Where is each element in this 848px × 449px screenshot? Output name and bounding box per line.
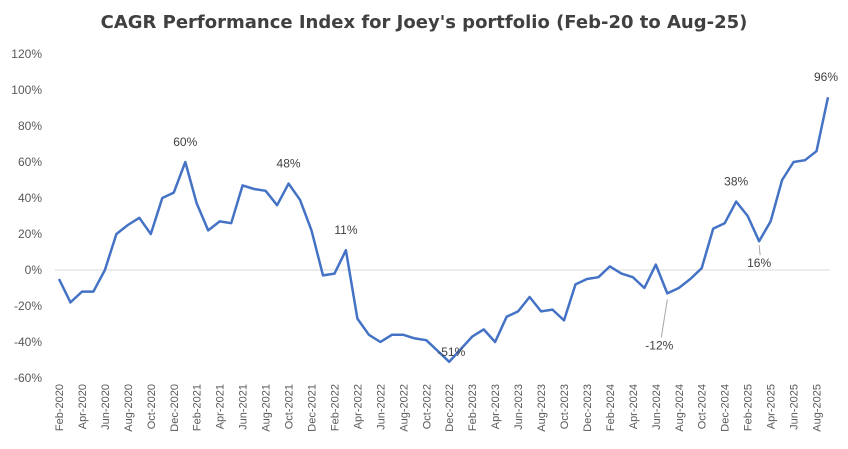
x-tick-label: Aug-2020 (123, 384, 135, 432)
x-tick-label: Feb-2021 (192, 384, 204, 431)
leader-line (660, 299, 668, 338)
data-label: -51% (437, 345, 465, 359)
data-label: 60% (173, 135, 197, 149)
x-tick-label: Dec-2022 (444, 384, 456, 432)
x-tick-label: Apr-2020 (77, 384, 89, 429)
y-tick-label: 40% (18, 191, 42, 205)
x-tick-label: Oct-2024 (697, 384, 709, 429)
x-tick-label: Feb-2025 (743, 384, 755, 431)
data-label: 96% (814, 70, 838, 84)
leader-line (758, 245, 761, 256)
y-tick-label: 120% (11, 47, 42, 61)
data-label: 16% (747, 256, 771, 270)
x-tick-label: Jun-2021 (238, 384, 250, 430)
x-tick-label: Oct-2023 (559, 384, 571, 429)
x-tick-label: Jun-2025 (789, 384, 801, 430)
x-tick-label: Oct-2021 (284, 384, 296, 429)
y-tick-label: 20% (18, 227, 42, 241)
x-tick-label: Feb-2024 (605, 384, 617, 431)
x-tick-label: Apr-2022 (352, 384, 364, 429)
y-tick-label: -20% (14, 299, 42, 313)
y-tick-label: -60% (14, 371, 42, 385)
y-tick-label: -40% (14, 335, 42, 349)
x-tick-label: Apr-2025 (766, 384, 778, 429)
data-label: 48% (277, 157, 301, 171)
x-tick-label: Oct-2022 (421, 384, 433, 429)
x-tick-label: Dec-2024 (720, 384, 732, 432)
y-tick-label: 80% (18, 119, 42, 133)
series-line (57, 96, 830, 364)
y-tick-label: 0% (25, 263, 43, 277)
x-tick-label: Apr-2023 (490, 384, 502, 429)
y-tick-label: 100% (11, 83, 42, 97)
data-label: -12% (645, 338, 673, 352)
x-tick-label: Aug-2021 (261, 384, 273, 432)
x-tick-label: Aug-2022 (398, 384, 410, 432)
x-tick-label: Dec-2021 (307, 384, 319, 432)
x-tick-label: Dec-2020 (169, 384, 181, 432)
chart-title: CAGR Performance Index for Joey's portfo… (100, 12, 748, 33)
x-tick-label: Aug-2023 (536, 384, 548, 432)
data-label: 11% (334, 223, 357, 237)
x-tick-label: Feb-2022 (329, 384, 341, 431)
x-tick-label: Oct-2020 (146, 384, 158, 429)
x-tick-label: Jun-2022 (375, 384, 387, 430)
x-tick-label: Aug-2024 (674, 384, 686, 432)
x-tick-label: Jun-2023 (513, 384, 525, 430)
x-tick-label: Aug-2025 (812, 384, 824, 432)
x-tick-label: Dec-2023 (582, 384, 594, 432)
x-tick-label: Feb-2023 (467, 384, 479, 431)
x-tick-label: Jun-2024 (651, 384, 663, 430)
data-label: 38% (724, 175, 748, 189)
y-tick-label: 60% (18, 155, 42, 169)
x-tick-label: Jun-2020 (100, 384, 112, 430)
x-tick-label: Apr-2021 (215, 384, 227, 429)
x-tick-label: Apr-2024 (628, 384, 640, 429)
x-tick-label: Feb-2020 (54, 384, 66, 431)
